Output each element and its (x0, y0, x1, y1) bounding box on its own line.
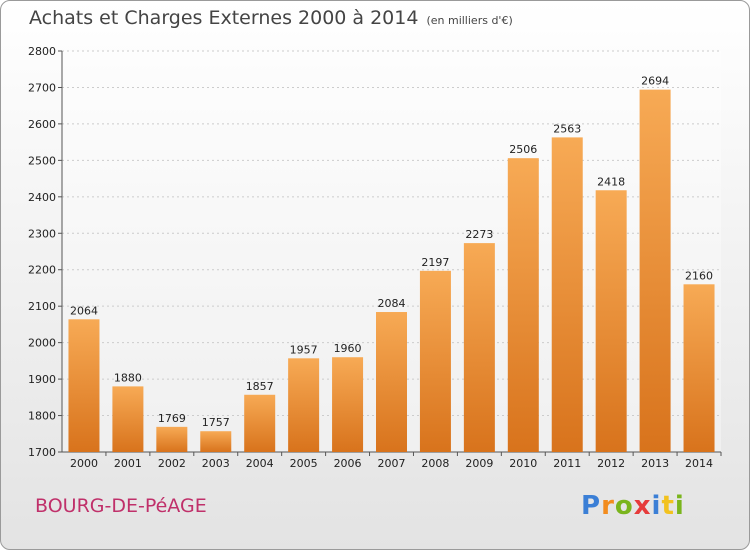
x-tick-label: 2001 (114, 457, 142, 470)
bar-2008 (419, 270, 451, 452)
y-tick-label: 2700 (28, 81, 56, 94)
data-label: 2084 (378, 297, 406, 310)
chart-subtitle: (en milliers d'€) (426, 14, 513, 27)
x-tick-label: 2002 (158, 457, 186, 470)
x-tick-label: 2003 (202, 457, 230, 470)
x-tick-label: 2013 (641, 457, 669, 470)
chart-title: Achats et Charges Externes 2000 à 2014 (e… (29, 7, 513, 29)
x-tick-label: 2011 (553, 457, 581, 470)
bar-2001 (112, 386, 144, 452)
logo-letter: t (661, 491, 675, 521)
logo-letter: x (633, 491, 652, 521)
y-tick-label: 2600 (28, 118, 56, 131)
data-label: 1769 (158, 412, 186, 425)
bar-2009 (463, 243, 495, 452)
data-label: 1757 (202, 416, 230, 429)
y-tick-label: 1800 (28, 410, 56, 423)
x-tick-label: 2007 (378, 457, 406, 470)
y-tick-label: 1900 (28, 373, 56, 386)
bar-2002 (156, 426, 188, 452)
bars (68, 89, 715, 453)
bar-2010 (507, 158, 539, 452)
data-label: 2506 (509, 143, 537, 156)
x-tick-label: 2008 (421, 457, 449, 470)
proxiti-logo: Proxiti (581, 491, 685, 521)
data-label: 1960 (334, 342, 362, 355)
y-tick-label: 2500 (28, 154, 56, 167)
bar-2007 (376, 312, 407, 452)
y-tick-label: 1700 (28, 446, 56, 459)
data-label: 2273 (465, 228, 493, 241)
data-label: 2197 (421, 256, 449, 269)
y-tick-label: 2400 (28, 191, 56, 204)
y-tick-label: 2200 (28, 264, 56, 277)
data-label: 2064 (70, 304, 98, 317)
bar-2005 (288, 358, 320, 452)
y-tick-label: 2800 (28, 45, 56, 58)
axes: 1700 1800 1900 2000 2100 2200 2300 2400 2500 2600… (28, 45, 722, 470)
bar-2013 (639, 89, 671, 452)
bar-2011 (551, 137, 583, 452)
x-tick-label: 2005 (290, 457, 318, 470)
x-tick-label: 2009 (465, 457, 493, 470)
x-tick-label: 2010 (509, 457, 537, 470)
x-tick-label: 2014 (685, 457, 713, 470)
logo-letter: r (601, 491, 615, 521)
chart-title-text: Achats et Charges Externes 2000 à 2014 (29, 7, 419, 29)
bar-2000 (68, 319, 100, 452)
x-tick-label: 2012 (597, 457, 625, 470)
bar-2012 (595, 190, 627, 453)
logo-letter: i (674, 491, 685, 521)
data-label: 2160 (685, 269, 713, 282)
data-label: 2563 (553, 122, 581, 135)
x-tick-label: 2006 (334, 457, 362, 470)
y-tick-label: 2100 (28, 300, 56, 313)
place-name: BOURG-DE-PéAGE (35, 495, 207, 517)
logo-letter: i (651, 491, 662, 521)
x-tick-label: 2000 (70, 457, 98, 470)
data-label: 1857 (246, 380, 274, 393)
x-tick-label: 2004 (246, 457, 274, 470)
data-label: 1880 (114, 371, 142, 384)
data-labels: 2064 1880 1769 1757 1857 1957 1960 2084 2197 2273… (70, 75, 713, 430)
logo-letter: P (581, 491, 602, 521)
data-label: 2694 (641, 75, 669, 88)
bar-2006 (332, 357, 364, 452)
data-label: 1957 (290, 343, 318, 356)
y-tick-label: 2300 (28, 227, 56, 240)
data-label: 2418 (597, 175, 625, 188)
logo-letter: o (614, 491, 634, 521)
bar-2014 (683, 284, 715, 452)
bar-2004 (244, 394, 276, 452)
y-tick-label: 2000 (28, 337, 56, 350)
bar-2003 (200, 431, 232, 452)
